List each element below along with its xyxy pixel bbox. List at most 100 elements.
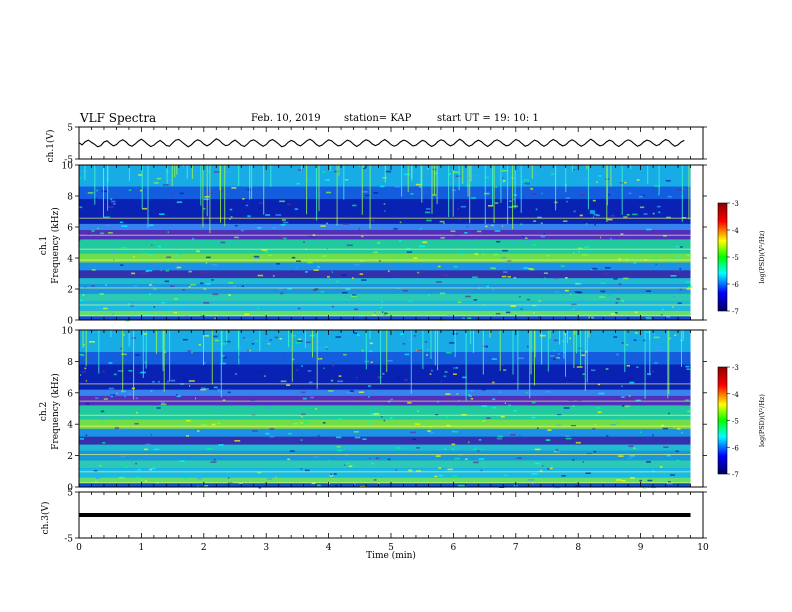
ch1-spectrogram-spike — [621, 165, 623, 215]
ch1-spectrogram-texture — [450, 230, 456, 232]
ch2-spectrogram-texture — [482, 420, 487, 422]
ch1-spectrogram-texture — [358, 228, 361, 230]
ch2-spectrogram-texture — [628, 395, 631, 397]
ch2-spectrogram-texture — [126, 428, 128, 430]
ch1-spectrogram-texture — [153, 288, 157, 291]
ch2-spectrogram-texture — [150, 390, 153, 392]
ch2-spectrogram-texture — [582, 461, 584, 463]
ch1-spectrogram-texture — [211, 263, 217, 266]
ch1-spectrogram-tone-line — [79, 217, 691, 219]
ch1-spectrogram-texture — [380, 185, 385, 188]
ch2-spectrogram-texture — [660, 466, 663, 468]
ch1-spectrogram-spike — [688, 165, 690, 220]
ch2-spectrogram-band — [79, 389, 691, 396]
ch2-spectrogram-texture — [532, 482, 534, 485]
ch2-spectrogram-texture — [283, 357, 286, 359]
ch1-spectrogram-texture — [685, 281, 691, 283]
ch1-spectrogram-texture — [565, 197, 570, 199]
ch1-spectrogram-texture — [425, 211, 431, 214]
ch1-spectrogram-texture — [149, 284, 152, 286]
ch2-spectrogram-texture — [414, 422, 416, 424]
ch2-spectrogram-texture — [307, 370, 312, 372]
ch2-spectrogram-spike — [482, 330, 484, 375]
ch2-spectrogram-spike — [291, 330, 293, 382]
ch1-spectrogram-texture — [675, 256, 680, 258]
ch2-spectrogram-texture — [381, 416, 383, 418]
ch1-spectrogram-texture — [372, 219, 375, 222]
ch2-spectrogram-texture — [387, 458, 391, 461]
ch2-spectrogram-texture — [547, 429, 552, 431]
ch1-spectrogram-spike — [270, 165, 272, 187]
ch2-spectrogram-texture — [337, 380, 343, 383]
ch2-spectrogram-texture — [269, 339, 273, 341]
ch1-spectrogram-texture — [106, 224, 109, 227]
ch2-spectrogram-spike — [586, 330, 588, 383]
ch2-spectrogram-spike — [163, 330, 165, 392]
ch2-spectrogram-texture — [332, 364, 335, 367]
ch1-spectrogram-texture — [462, 317, 468, 320]
ch2-spectrogram-texture — [517, 357, 524, 360]
ch1-spectrogram-spike — [191, 165, 193, 179]
ch1-spectrogram-texture — [87, 192, 94, 194]
ch1-spectrogram-texture — [565, 277, 568, 279]
ch1-spectrogram-texture — [541, 192, 543, 195]
ch1-spectrogram-spike — [565, 165, 567, 193]
ch1-spectrogram-texture — [303, 241, 305, 243]
ch2-spectrogram-texture — [527, 345, 529, 348]
ch2-spectrogram-texture — [481, 448, 483, 451]
ch1-spectrogram-texture — [634, 311, 638, 314]
ch2-spectrogram-texture — [430, 369, 433, 372]
ch1-spectrogram-texture — [573, 166, 578, 169]
ch2-spectrogram-texture — [491, 358, 497, 360]
ch1-spectrogram-texture — [317, 266, 320, 268]
ch1-spectrogram-texture — [440, 237, 445, 239]
ch1-spectrogram-texture — [177, 201, 183, 203]
ch1-spectrogram-texture — [103, 307, 108, 310]
ch1-spectrogram-texture — [501, 257, 507, 259]
ch1-spectrogram-texture — [281, 219, 286, 221]
ch2-spectrogram-texture — [639, 479, 642, 482]
ch1-spectrogram-texture — [351, 295, 357, 298]
ch2-spectrogram-texture — [124, 395, 126, 398]
ch1-spectrogram-texture — [220, 190, 224, 192]
ch2-spectrogram-texture — [454, 457, 461, 460]
ch1-spectrogram-tone-line — [79, 315, 691, 317]
ch2-spectrogram-texture — [655, 346, 661, 348]
ch1-spectrogram-texture — [354, 263, 360, 266]
ch1-spectrogram-texture — [156, 307, 163, 310]
ch2-spectrogram-tone-line — [79, 414, 691, 416]
ch2-spectrogram-texture — [542, 465, 544, 467]
ch2-spectrogram-texture — [144, 361, 147, 364]
ch1-spectrogram-texture — [442, 274, 448, 276]
ch1-spectrogram-texture — [492, 288, 494, 291]
ch1-spectrogram-texture — [503, 271, 508, 273]
ch2-spectrogram-texture — [458, 399, 460, 402]
ch2-spectrogram-texture — [335, 336, 341, 338]
ch1-spectrogram-texture — [553, 291, 559, 293]
ch2-spectrogram-texture — [110, 395, 113, 398]
ch1-spectrogram-texture — [314, 288, 319, 290]
ch2-spectrogram-texture — [134, 422, 139, 425]
ch1-spectrogram-texture — [395, 260, 399, 263]
ch2-spectrogram-texture — [95, 397, 99, 399]
ch2-spectrogram-texture — [244, 338, 251, 340]
ch2-spectrogram-texture — [211, 423, 216, 426]
ch1-spectrogram-texture — [572, 169, 575, 171]
ch1-spectrogram-texture — [166, 256, 171, 259]
ch2-spectrogram-texture — [413, 335, 417, 337]
ch1-spectrogram-texture — [457, 301, 462, 303]
ch1-spectrogram-texture — [471, 197, 476, 199]
ch1-spectrogram-texture — [342, 291, 348, 294]
ch2-spectrogram-texture — [335, 484, 338, 487]
ch1-spectrogram-texture — [360, 260, 364, 262]
ch1-spectrogram-spike — [436, 165, 438, 204]
ch2-spectrogram-texture — [123, 334, 125, 336]
ch2-spectrogram-spike — [259, 330, 261, 352]
ch1-spectrogram-texture — [343, 221, 347, 224]
ch2-spectrogram-texture — [79, 438, 84, 440]
ch2-spectrogram-texture — [653, 336, 660, 339]
ch2-spectrogram-texture — [429, 426, 433, 428]
ch1-spectrogram-texture — [131, 272, 136, 275]
ch1-spectrogram-texture — [460, 205, 467, 208]
ch1-spectrogram-texture — [229, 218, 231, 220]
